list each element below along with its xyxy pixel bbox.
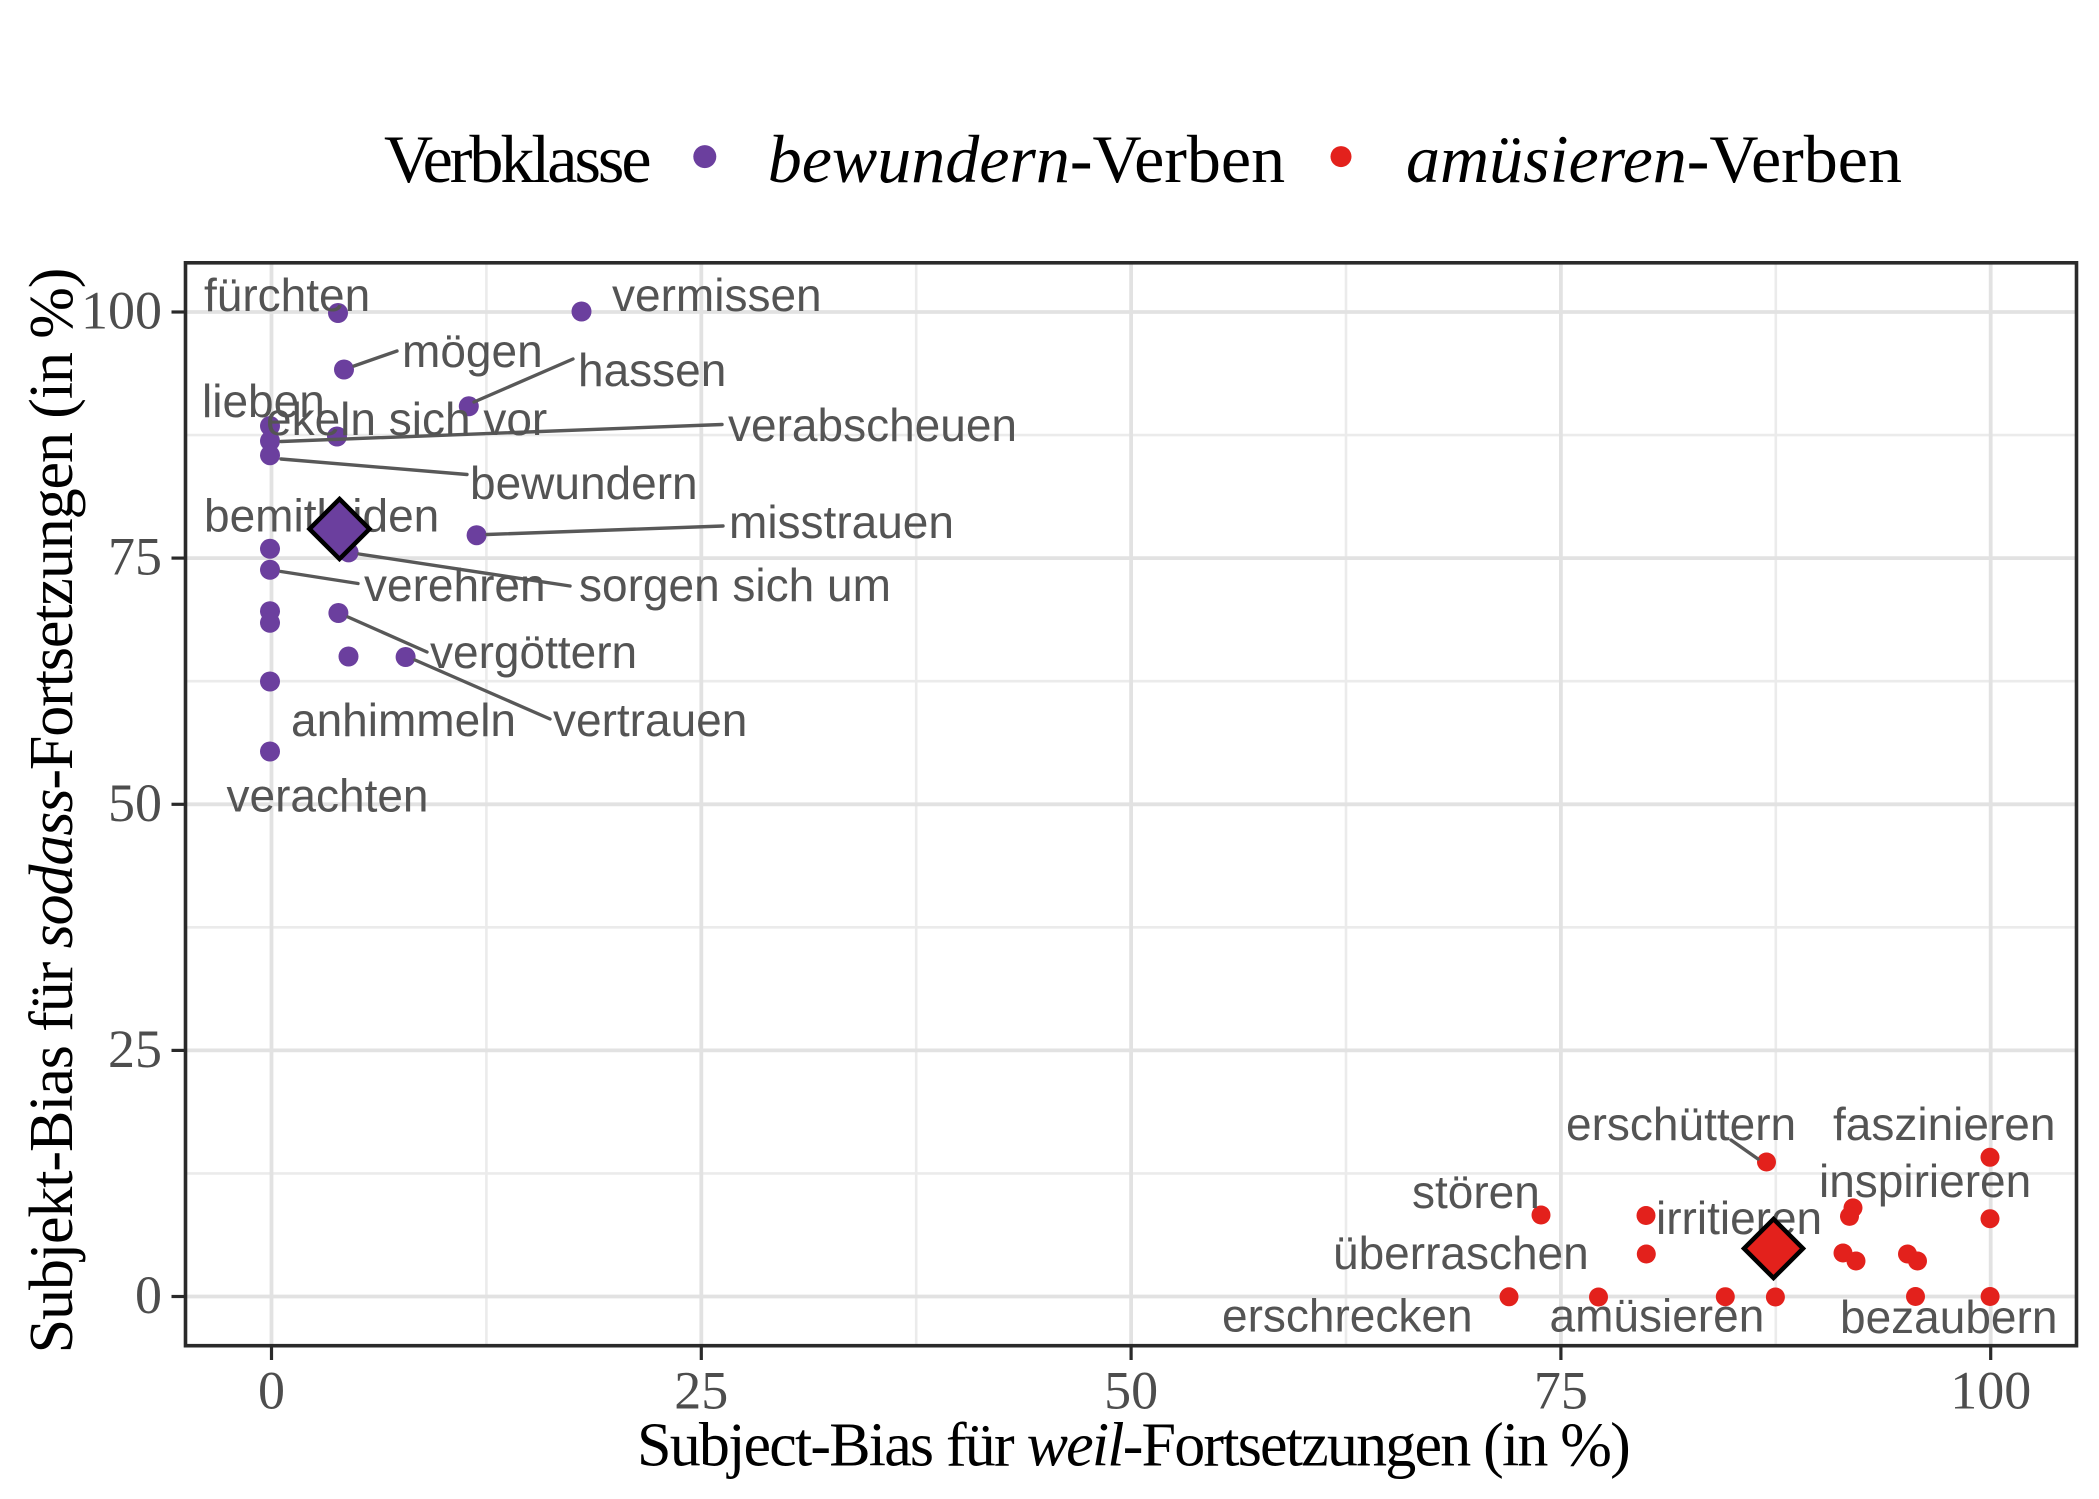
svg-text:75: 75 [1534, 1361, 1588, 1421]
svg-text:misstrauen: misstrauen [729, 496, 954, 548]
svg-text:75: 75 [108, 527, 162, 587]
svg-text:Subjekt-Bias für sodass-Fortse: Subjekt-Bias für sodass-Fortsetzungen (i… [18, 269, 86, 1354]
svg-text:erschüttern: erschüttern [1566, 1098, 1796, 1150]
svg-text:Verbklasse: Verbklasse [384, 121, 649, 197]
svg-text:amüsieren-Verben: amüsieren-Verben [1406, 121, 1902, 197]
svg-text:verehren: verehren [364, 559, 546, 611]
svg-text:stören: stören [1412, 1166, 1540, 1218]
svg-text:inspirieren: inspirieren [1819, 1155, 2031, 1207]
svg-text:0: 0 [258, 1361, 285, 1421]
svg-text:hassen: hassen [578, 344, 726, 396]
svg-text:erschrecken: erschrecken [1222, 1290, 1473, 1342]
svg-text:überraschen: überraschen [1333, 1227, 1589, 1279]
svg-text:vergöttern: vergöttern [430, 626, 637, 678]
svg-text:amüsieren: amüsieren [1550, 1290, 1765, 1342]
svg-text:vermissen: vermissen [612, 269, 822, 321]
svg-text:50: 50 [1104, 1361, 1158, 1421]
svg-text:verabscheuen: verabscheuen [728, 399, 1017, 451]
svg-text:mögen: mögen [402, 325, 543, 377]
svg-text:bewundern: bewundern [470, 457, 698, 509]
svg-text:bezaubern: bezaubern [1840, 1291, 2057, 1343]
svg-text:100: 100 [81, 281, 162, 341]
svg-text:vertrauen: vertrauen [553, 694, 747, 746]
svg-text:bewundern-Verben: bewundern-Verben [768, 121, 1285, 197]
svg-text:irritieren: irritieren [1656, 1192, 1822, 1244]
svg-text:faszinieren: faszinieren [1833, 1098, 2055, 1150]
svg-text:25: 25 [108, 1019, 162, 1079]
svg-text:25: 25 [674, 1361, 728, 1421]
svg-text:fürchten: fürchten [204, 269, 370, 321]
svg-text:anhimmeln: anhimmeln [291, 694, 516, 746]
svg-text:ekeln sich vor: ekeln sich vor [266, 393, 547, 445]
svg-text:lieben: lieben [202, 375, 325, 427]
svg-text:sorgen sich um: sorgen sich um [579, 559, 891, 611]
svg-text:verachten: verachten [227, 770, 429, 822]
svg-text:50: 50 [108, 773, 162, 833]
svg-text:100: 100 [1950, 1361, 2031, 1421]
svg-text:Subject-Bias für weil-Fortsetz: Subject-Bias für weil-Fortsetzungen (in … [637, 1412, 1629, 1480]
svg-text:0: 0 [135, 1265, 162, 1325]
